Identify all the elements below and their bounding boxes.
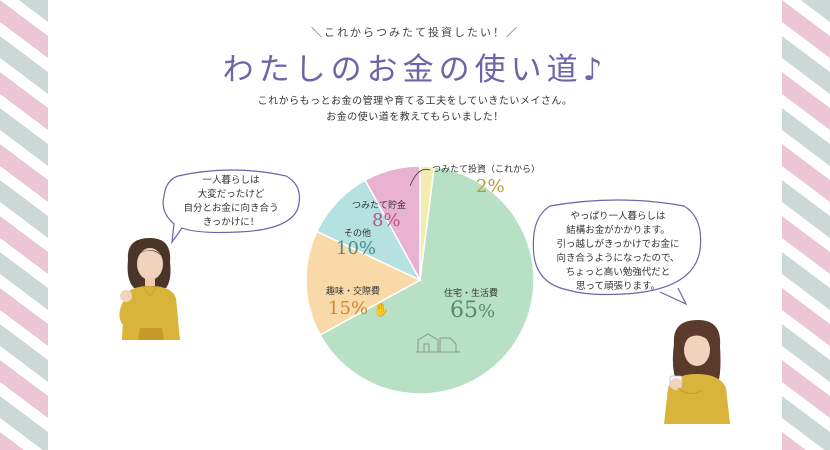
slice-name: 住宅・生活費	[444, 289, 499, 299]
intro-line-2: お金の使い道を教えてもらいました！	[326, 112, 504, 123]
slice-label-other: その他	[344, 226, 371, 239]
pie-slice-1	[319, 166, 535, 395]
slice-value: 8	[372, 210, 384, 231]
slice-name: つみたて貯金	[352, 201, 407, 211]
slice-label-housing: 住宅・生活費	[444, 286, 498, 299]
left-stripe-band	[0, 0, 48, 450]
speech-bubble-left: 一人暮らしは 大変だったけど 自分とお金に向き合う きっかけに！	[158, 168, 304, 245]
bubble-right-line: 結構お金がかかります。	[566, 225, 670, 236]
slice-value: 15	[328, 298, 351, 319]
bubble-left-text: 一人暮らしは 大変だったけど 自分とお金に向き合う きっかけに！	[158, 174, 304, 230]
pct-unit: %	[383, 210, 401, 231]
intro-text: これからもっとお金の管理や育てる工夫をしていきたいメイさん。 お金の使い道を教え…	[0, 94, 830, 126]
label-leader-line	[409, 168, 431, 187]
slice-pct-savings: 8%	[372, 210, 401, 231]
bubble-left-line: きっかけに！	[202, 217, 260, 228]
pie-slice-4	[364, 165, 421, 281]
page-title: わたしのお金の使い道♪	[222, 52, 608, 88]
pie-chart	[305, 165, 535, 395]
slice-value: 10	[336, 238, 359, 259]
pct-unit: %	[478, 301, 496, 322]
bubble-right-text: やっぱり一人暮らしは 結構お金がかかります。 引っ越しがきっかけでお金に 向き合…	[528, 210, 708, 294]
bubble-left-line: 大変だったけど	[197, 189, 265, 200]
stripe-pattern-right	[782, 0, 830, 450]
slice-pct-hobby: 15% ✋	[328, 298, 389, 319]
subtitle: ＼これからつみたて投資したい！／	[311, 26, 519, 39]
bubble-right-line: 引っ越しがきっかけでお金に	[556, 239, 680, 250]
pie-slice-2	[305, 230, 422, 336]
intro-line-1: これからもっとお金の管理や育てる工夫をしていきたいメイさん。	[257, 96, 573, 107]
person-illustration-right	[656, 318, 738, 424]
house-icon	[416, 333, 460, 353]
slice-label-savings: つみたて貯金	[352, 198, 406, 211]
speech-bubble-outline	[162, 169, 301, 245]
stripe-pattern-left	[0, 0, 48, 450]
slice-label-investment: つみたて投資（これから）	[432, 162, 540, 175]
slice-name: つみたて投資（これから）	[432, 165, 541, 175]
right-stripe-band	[782, 0, 830, 450]
slice-pct-other: 10%	[336, 238, 376, 259]
slice-pct-investment: 2%	[476, 176, 505, 197]
slice-label-hobby: 趣味・交際費	[326, 284, 380, 297]
speech-bubble-right: やっぱり一人暮らしは 結構お金がかかります。 引っ越しがきっかけでお金に 向き合…	[528, 198, 708, 306]
pct-unit: %	[487, 176, 505, 197]
slice-pct-housing: 65%	[450, 298, 495, 323]
bubble-right-line: 向き合うようになったので、	[556, 253, 680, 264]
bubble-right-line: ちょっと高い勉強代だと	[565, 267, 671, 278]
slice-value: 65	[450, 298, 478, 323]
bubble-right-line: やっぱり一人暮らしは	[570, 211, 666, 222]
slice-name: 趣味・交際費	[326, 287, 381, 297]
clapping-hands-icon: ✋	[373, 303, 390, 318]
speech-bubble-outline	[532, 199, 702, 306]
pct-unit: %	[350, 298, 369, 319]
slice-value: 2	[476, 176, 488, 197]
pct-unit: %	[358, 238, 377, 259]
bubble-right-line: 思って頑張ります。	[575, 281, 661, 292]
pie-slice-3	[315, 179, 422, 282]
bubble-left-line: 自分とお金に向き合う	[183, 203, 279, 214]
bubble-left-line: 一人暮らしは	[202, 175, 260, 186]
person-illustration-left	[112, 236, 188, 340]
slice-name: その他	[344, 229, 372, 239]
